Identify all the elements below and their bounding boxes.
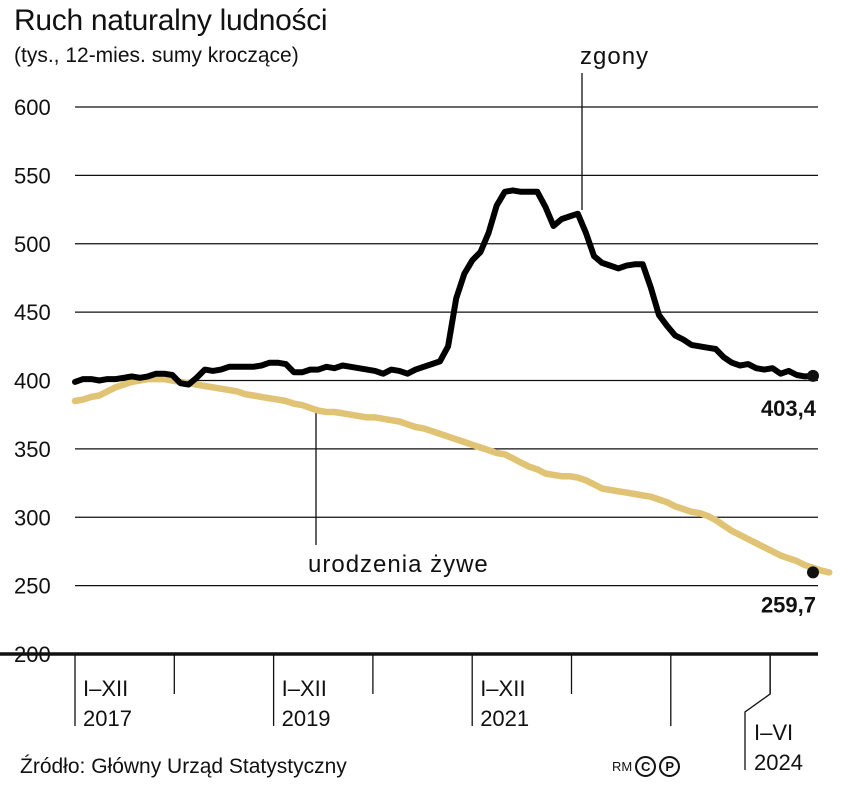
series-line-urodzenia (71, 375, 833, 576)
x-tick-label-2-line2: 2021 (480, 706, 529, 731)
zgony-annotation: zgony (580, 43, 649, 70)
source-note: Źródło: Główny Urząd Statystyczny (20, 755, 347, 778)
y-tick-label-600: 600 (14, 95, 51, 120)
chart-subtitle: (tys., 12-mies. sumy kroczące) (14, 44, 299, 67)
x-tick-label-2-line1: I–XII (480, 676, 525, 701)
logo-rm: RM (612, 759, 633, 774)
x-tick-label-3-line2: 2024 (754, 750, 803, 775)
grid-lines (75, 106, 818, 587)
chart-title: Ruch naturalny ludności (14, 4, 328, 37)
copyright-logo: RM C P (612, 756, 681, 777)
x-tick-label-3-line1: I–VI (754, 720, 793, 745)
end-label-zgony: 403,4 (761, 396, 817, 421)
end-point-urodzenia (807, 566, 819, 579)
x-tick-label-0-line2: 2017 (83, 706, 132, 731)
y-tick-label-450: 450 (14, 300, 51, 325)
x-tick-label-1-line2: 2019 (282, 706, 331, 731)
y-tick-label-500: 500 (14, 232, 51, 257)
x-tick-label-1-line1: I–XII (282, 676, 327, 701)
y-tick-label-350: 350 (14, 437, 51, 462)
end-label-urodzenia: 259,7 (761, 592, 816, 617)
x-tick-label-0-line1: I–XII (83, 676, 128, 701)
series-lines (71, 187, 833, 579)
y-tick-label-300: 300 (14, 505, 51, 530)
x-tick-2024-leader (744, 654, 771, 770)
y-tick-label-250: 250 (14, 574, 51, 599)
logo-c-icon: C (635, 756, 657, 777)
y-tick-label-400: 400 (14, 369, 51, 394)
annotations: zgony urodzenia żywe (308, 43, 649, 578)
end-labels: 259,7 403,4 (761, 396, 817, 618)
x-axis: I–XII 2017 I–XII 2019 I–XII 2021 I–VI 2024 (0, 652, 818, 775)
logo-p-icon: P (659, 756, 681, 777)
end-point-zgony (807, 369, 819, 382)
urodzenia-annotation: urodzenia żywe (308, 551, 489, 578)
series-line-zgony (72, 187, 816, 388)
y-tick-label-550: 550 (14, 163, 51, 188)
